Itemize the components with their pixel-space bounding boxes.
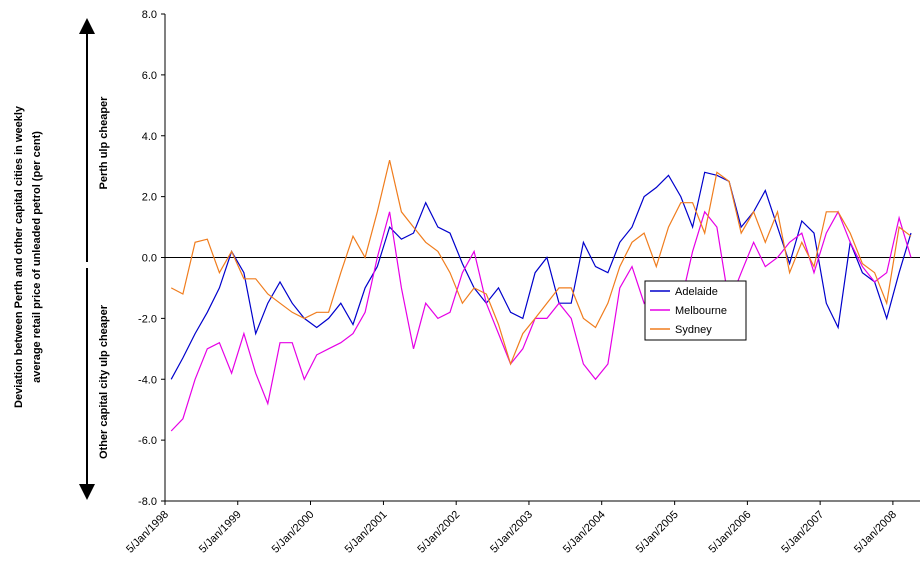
y-tick-label: -2.0 bbox=[138, 313, 157, 325]
series-line bbox=[170, 171, 912, 380]
x-tick-label: 5/Jan/2002 bbox=[415, 509, 462, 556]
y-tick-label: 4.0 bbox=[142, 131, 157, 143]
legend-label: Sydney bbox=[675, 324, 712, 336]
x-tick-label: 5/Jan/2003 bbox=[488, 509, 535, 556]
legend-label: Adelaide bbox=[675, 286, 718, 298]
annotation: Perth ulp cheaper bbox=[98, 96, 110, 190]
y-tick-label: -6.0 bbox=[138, 435, 157, 447]
y-tick-label: -8.0 bbox=[138, 496, 157, 508]
x-tick-label: 5/Jan/2001 bbox=[343, 509, 390, 556]
x-tick-label: 5/Jan/2008 bbox=[852, 509, 899, 556]
x-tick-label: 5/Jan/1999 bbox=[197, 509, 244, 556]
series-line bbox=[170, 210, 912, 432]
series-line bbox=[170, 159, 912, 366]
y-tick-label: 2.0 bbox=[142, 192, 157, 204]
x-tick-label: 5/Jan/2007 bbox=[779, 509, 826, 556]
x-tick-label: 5/Jan/2004 bbox=[561, 509, 608, 556]
y-tick-label: 0.0 bbox=[142, 253, 157, 265]
x-tick-label: 5/Jan/2000 bbox=[270, 509, 317, 556]
y-tick-label: 8.0 bbox=[142, 9, 157, 21]
legend-label: Melbourne bbox=[675, 305, 727, 317]
x-tick-label: 5/Jan/2006 bbox=[707, 509, 754, 556]
annotation: Other capital city ulp cheaper bbox=[98, 304, 110, 459]
y-tick-label: -4.0 bbox=[138, 374, 157, 386]
x-tick-label: 5/Jan/2005 bbox=[634, 509, 681, 556]
y-axis-title: Deviation between Perth and other capita… bbox=[13, 105, 25, 408]
y-axis-title: average retail price of unleaded petrol … bbox=[31, 131, 43, 383]
x-tick-label: 5/Jan/1998 bbox=[124, 509, 171, 556]
y-tick-label: 6.0 bbox=[142, 70, 157, 82]
